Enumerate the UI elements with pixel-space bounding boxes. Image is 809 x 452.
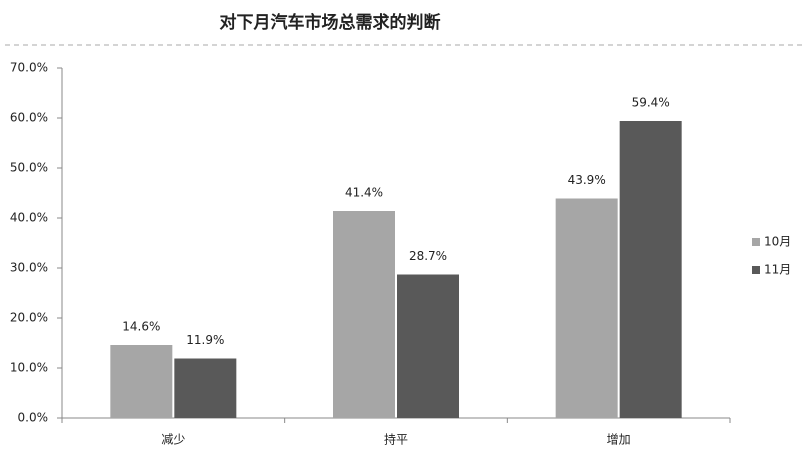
bar <box>555 198 618 418</box>
x-tick-label: 持平 <box>384 432 408 447</box>
y-tick-label: 50.0% <box>10 161 48 175</box>
bar <box>397 274 459 418</box>
value-label: 41.4% <box>345 186 383 200</box>
legend-label: 10月 <box>764 235 791 249</box>
y-tick-label: 30.0% <box>10 261 48 275</box>
x-tick-label: 增加 <box>607 433 631 447</box>
value-label: 28.7% <box>409 249 447 263</box>
y-tick-label: 70.0% <box>10 61 48 75</box>
legend-swatch <box>752 266 760 274</box>
value-label: 14.6% <box>122 320 160 334</box>
y-tick-label: 10.0% <box>10 361 48 375</box>
y-tick-label: 0.0% <box>18 411 49 425</box>
y-tick-label: 60.0% <box>10 111 48 125</box>
bar <box>333 211 395 418</box>
x-tick-label: 减少 <box>161 433 185 447</box>
bar <box>619 121 682 418</box>
legend-swatch <box>752 238 760 246</box>
value-label: 43.9% <box>568 173 606 187</box>
bar <box>110 345 173 418</box>
chart-title: 对下月汽车市场总需求的判断 <box>220 12 441 33</box>
legend-label: 11月 <box>764 263 791 277</box>
y-tick-label: 40.0% <box>10 211 48 225</box>
value-label: 11.9% <box>186 333 224 347</box>
y-tick-label: 20.0% <box>10 311 48 325</box>
bar <box>174 358 237 418</box>
value-label: 59.4% <box>632 96 670 110</box>
